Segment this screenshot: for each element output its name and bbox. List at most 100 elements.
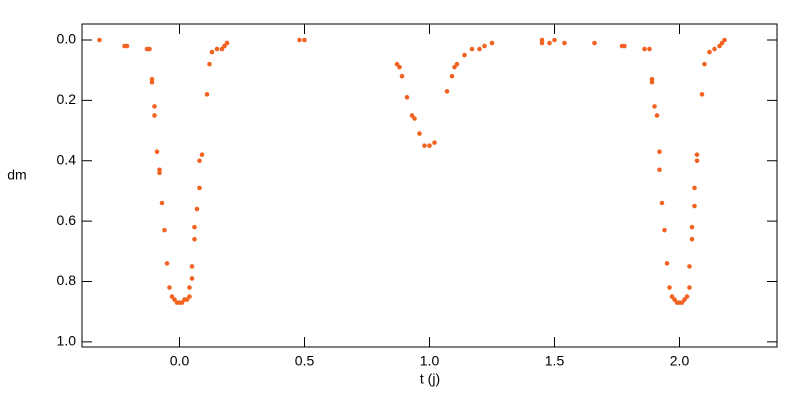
x-tick-label: 0.5 (295, 353, 315, 369)
data-point (722, 37, 727, 43)
data-point (712, 46, 717, 52)
data-point (397, 64, 402, 70)
data-point (489, 40, 495, 46)
y-tick-label: 0.6 (57, 212, 77, 228)
data-point (682, 297, 687, 302)
data-point (692, 203, 697, 209)
data-point (469, 46, 475, 52)
data-point (404, 95, 410, 100)
data-point (699, 92, 705, 97)
data-point (199, 152, 205, 158)
data-point (399, 73, 405, 79)
data-point (552, 37, 557, 43)
data-point (204, 92, 210, 97)
data-point (189, 276, 195, 281)
y-tick-label: 0.8 (57, 272, 77, 288)
data-point (667, 285, 672, 290)
data-point (162, 227, 167, 233)
data-point (152, 113, 157, 118)
data-point (649, 79, 655, 85)
data-point (592, 40, 597, 46)
data-point (167, 285, 172, 290)
data-point (164, 261, 170, 266)
data-point (539, 40, 545, 46)
data-point (689, 236, 695, 242)
data-point (297, 37, 302, 43)
data-point (169, 294, 175, 299)
data-point (694, 158, 700, 164)
data-point (194, 206, 200, 212)
data-point (687, 285, 692, 290)
x-tick-label: 1.0 (420, 353, 440, 369)
data-point (669, 294, 675, 299)
data-point (654, 113, 660, 118)
data-point (159, 200, 165, 206)
data-point (689, 224, 695, 230)
data-point (547, 40, 552, 46)
data-point (679, 300, 685, 305)
data-point (652, 104, 657, 109)
data-point (197, 185, 202, 191)
x-tick-label: 0.0 (170, 353, 190, 369)
data-point (477, 46, 482, 52)
y-axis-label: dm (7, 167, 26, 183)
data-point (187, 285, 192, 290)
data-point (97, 37, 102, 43)
data-point (219, 46, 225, 52)
data-point (707, 49, 712, 55)
data-point (657, 167, 662, 173)
data-point (717, 43, 722, 49)
data-point (662, 227, 667, 233)
data-point (222, 43, 227, 49)
data-point (149, 79, 155, 85)
data-point (454, 61, 460, 67)
data-point (692, 185, 697, 191)
x-tick-label: 1.5 (545, 353, 565, 369)
data-point (642, 46, 647, 52)
data-point (562, 40, 567, 46)
data-point (394, 61, 400, 67)
data-point (209, 49, 215, 55)
data-point (192, 236, 197, 242)
data-point (432, 140, 437, 145)
data-point (172, 297, 177, 302)
data-point (449, 73, 455, 79)
data-point (179, 300, 185, 305)
data-point (719, 40, 725, 46)
data-point (409, 113, 415, 118)
data-point (147, 46, 152, 52)
data-point (412, 116, 417, 121)
data-point (694, 152, 700, 158)
data-point (184, 297, 190, 302)
x-axis-label: t (j) (420, 371, 440, 387)
data-point (154, 149, 160, 154)
data-point (659, 200, 665, 206)
data-point (157, 170, 162, 176)
y-tick-label: 0.2 (57, 91, 77, 107)
y-tick-label: 0.0 (57, 31, 77, 47)
data-point (427, 143, 432, 148)
data-point (417, 131, 422, 136)
data-point (214, 46, 220, 52)
data-point (187, 294, 192, 299)
data-point (444, 89, 450, 94)
y-tick-label: 1.0 (57, 333, 77, 349)
data-point (197, 158, 202, 164)
data-point (684, 294, 690, 299)
data-point (302, 37, 307, 43)
data-point (462, 52, 467, 58)
data-point (207, 61, 212, 67)
data-point (224, 40, 230, 46)
data-point (124, 43, 130, 49)
data-point (647, 46, 652, 52)
data-point (152, 104, 157, 109)
x-tick-label: 2.0 (670, 353, 690, 369)
data-point (482, 43, 487, 49)
data-point (192, 224, 197, 230)
data-point (657, 149, 662, 154)
data-point (189, 264, 195, 269)
data-point (622, 43, 627, 49)
data-point (672, 297, 677, 302)
data-point (702, 61, 707, 67)
